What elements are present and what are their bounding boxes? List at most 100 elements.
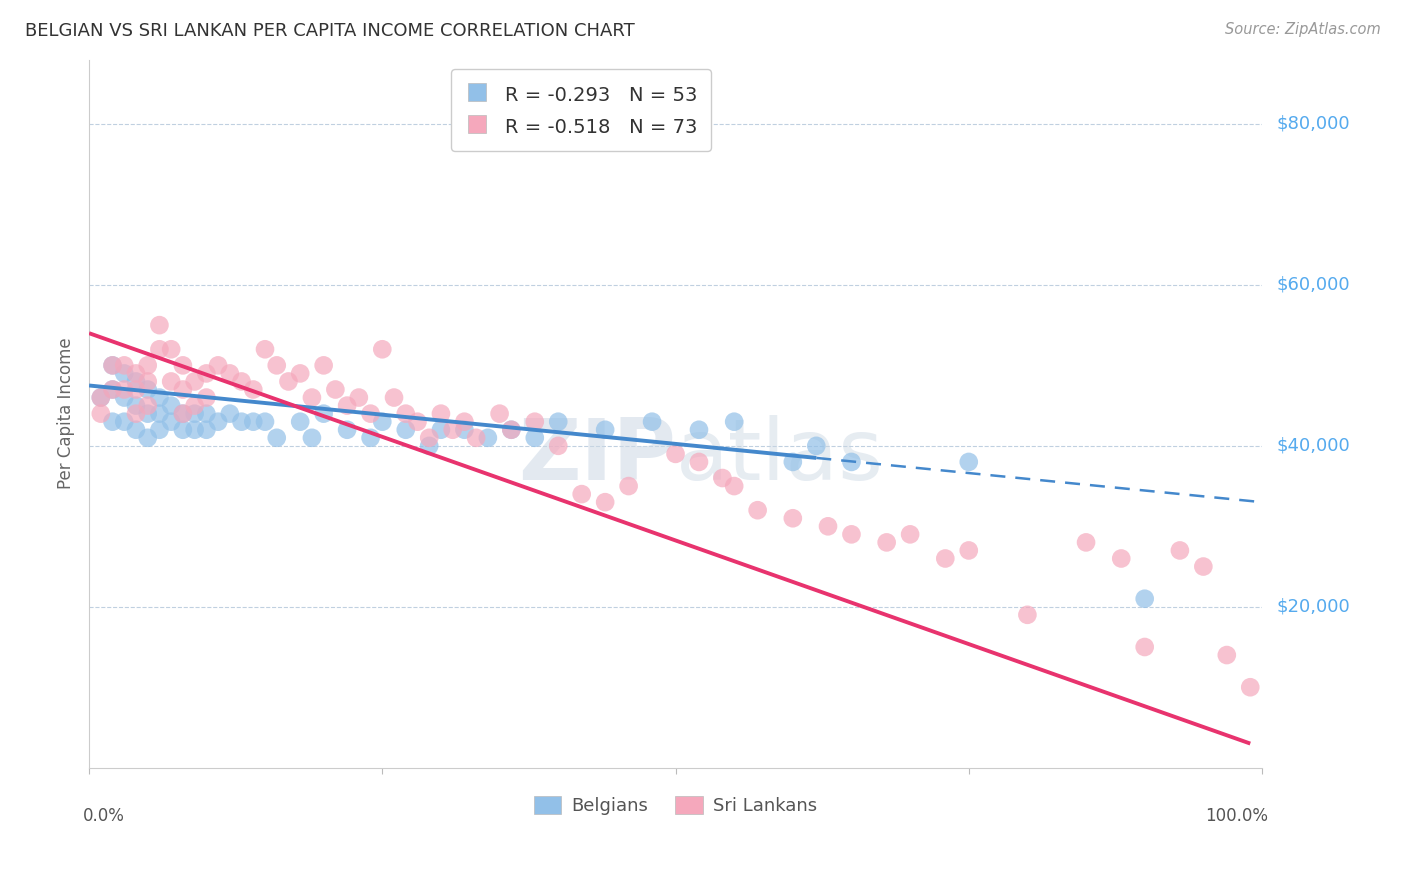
Point [148,423,170,437]
Text: $60,000: $60,000 [1277,276,1350,293]
Point [125,407,148,421]
Point [723,479,745,493]
Point [453,415,475,429]
Text: $20,000: $20,000 [1277,598,1350,615]
Point [101,383,124,397]
Point [406,415,429,429]
Y-axis label: Per Capita Income: Per Capita Income [58,338,75,490]
Point [841,455,863,469]
Point [101,359,124,373]
Point [90,391,112,405]
Point [664,447,686,461]
Point [90,391,112,405]
Text: ZIP: ZIP [517,415,675,498]
Point [136,375,159,389]
Point [806,439,828,453]
Point [125,375,148,389]
Point [395,407,418,421]
Point [501,423,523,437]
Point [523,431,546,445]
Point [957,455,980,469]
Point [1109,551,1132,566]
Point [172,383,194,397]
Point [688,423,710,437]
Point [112,391,135,405]
Point [418,439,440,453]
Point [782,455,804,469]
Point [301,431,323,445]
Point [523,415,546,429]
Point [172,423,194,437]
Point [453,423,475,437]
Point [277,375,299,389]
Point [841,527,863,541]
Point [195,391,218,405]
Point [711,471,734,485]
Text: Source: ZipAtlas.com: Source: ZipAtlas.com [1225,22,1381,37]
Point [371,343,394,357]
Point [253,343,276,357]
Point [101,415,124,429]
Point [112,359,135,373]
Point [571,487,593,501]
Point [195,367,218,381]
Point [477,431,499,445]
Text: atlas: atlas [675,415,883,498]
Point [876,535,898,549]
Point [782,511,804,525]
Point [430,423,453,437]
Point [253,415,276,429]
Point [148,407,170,421]
Point [488,407,510,421]
Point [183,399,205,413]
Text: BELGIAN VS SRI LANKAN PER CAPITA INCOME CORRELATION CHART: BELGIAN VS SRI LANKAN PER CAPITA INCOME … [25,22,636,40]
Point [501,423,523,437]
Point [817,519,839,533]
Point [242,415,264,429]
Point [125,399,148,413]
Point [160,415,183,429]
Point [336,399,359,413]
Point [183,375,205,389]
Point [1192,559,1215,574]
Point [266,359,288,373]
Point [218,367,240,381]
Point [641,415,664,429]
Point [101,359,124,373]
Point [112,367,135,381]
Point [136,407,159,421]
Point [112,383,135,397]
Point [160,399,183,413]
Point [148,318,170,333]
Point [312,407,335,421]
Point [441,423,464,437]
Point [136,383,159,397]
Point [957,543,980,558]
Point [183,407,205,421]
Point [172,359,194,373]
Point [617,479,640,493]
Point [325,383,347,397]
Point [301,391,323,405]
Point [290,415,312,429]
Text: 0.0%: 0.0% [83,806,125,824]
Point [160,343,183,357]
Point [418,431,440,445]
Point [218,407,240,421]
Point [547,415,569,429]
Point [723,415,745,429]
Point [290,367,312,381]
Point [312,359,335,373]
Point [1216,648,1239,662]
Point [934,551,956,566]
Point [593,423,616,437]
Point [136,399,159,413]
Point [1168,543,1191,558]
Point [898,527,921,541]
Point [1239,680,1261,694]
Point [172,407,194,421]
Point [1074,535,1097,549]
Point [172,407,194,421]
Point [747,503,769,517]
Point [101,383,124,397]
